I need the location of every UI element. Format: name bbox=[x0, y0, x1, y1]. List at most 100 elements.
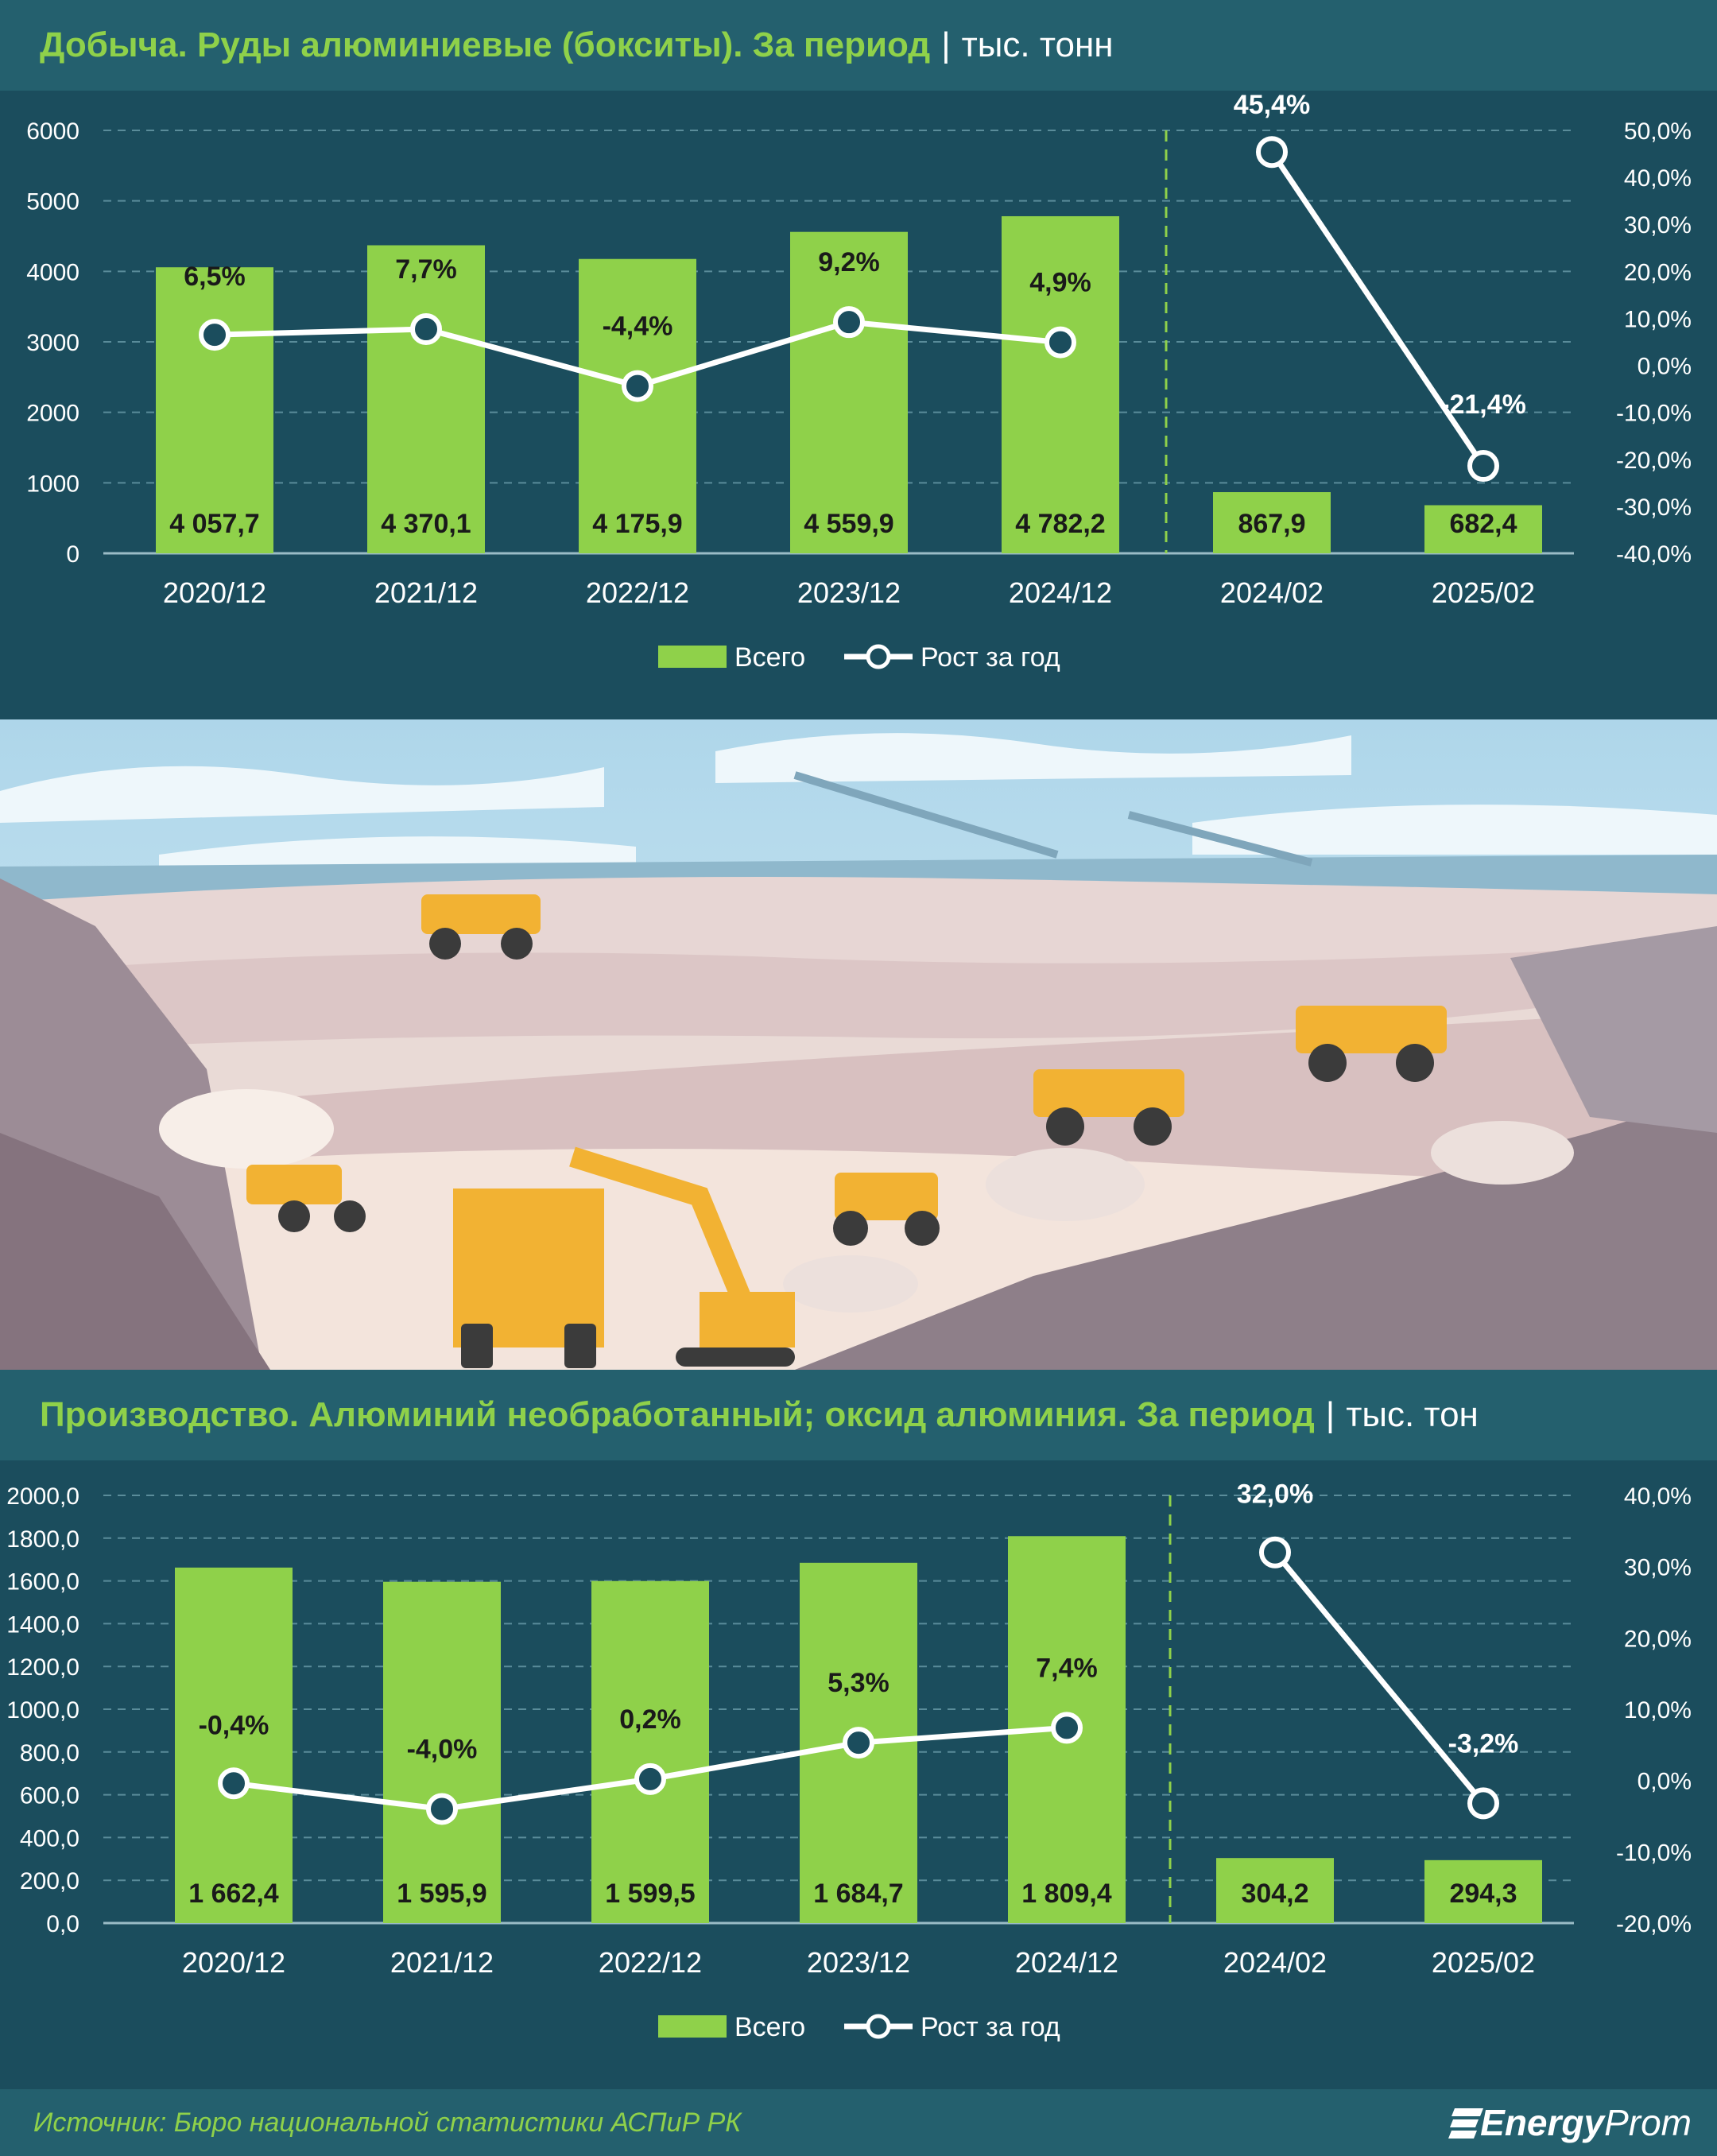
growth-point bbox=[1045, 326, 1076, 359]
left-axis-tick-label: 1000,0 bbox=[6, 1697, 79, 1724]
right-axis-tick-label: 40,0% bbox=[1624, 1483, 1692, 1510]
left-axis-tick-label: 2000,0 bbox=[6, 1483, 79, 1510]
left-axis-tick-label: 4000 bbox=[26, 259, 79, 285]
bar bbox=[1216, 1858, 1334, 1923]
right-axis-tick-label: 40,0% bbox=[1624, 165, 1692, 192]
bar bbox=[383, 1581, 501, 1923]
bar-value-label: 1 599,5 bbox=[605, 1879, 695, 1909]
bar-value-label: 4 370,1 bbox=[381, 509, 471, 539]
growth-line bbox=[1273, 1550, 1486, 1805]
growth-value-label: 32,0% bbox=[1237, 1479, 1313, 1510]
bar bbox=[1424, 505, 1542, 553]
category-label: 2025/02 bbox=[1432, 576, 1535, 609]
growth-point bbox=[634, 1762, 666, 1795]
growth-value-label: 5,3% bbox=[827, 1668, 890, 1698]
legend: Всего Рост за год bbox=[658, 2012, 1060, 2042]
logo-bold: Energy bbox=[1480, 2102, 1605, 2143]
growth-value-label: -3,2% bbox=[1448, 1728, 1519, 1759]
category-label: 2020/12 bbox=[182, 1946, 285, 1979]
bar-value-label: 4 175,9 bbox=[592, 509, 682, 539]
category-label: 2024/12 bbox=[1015, 1946, 1118, 1979]
growth-value-label: 6,5% bbox=[184, 262, 246, 292]
growth-point bbox=[1467, 1787, 1499, 1820]
left-axis-tick-label: 6000 bbox=[26, 118, 79, 145]
chart1-unit: тыс. тонн bbox=[961, 25, 1114, 64]
chart2-svg: 0,0 200,0 400,0 600,0 800,0 1000,0 1200,0 1400,… bbox=[6, 1479, 1692, 2042]
quarry-picture bbox=[0, 719, 1717, 1370]
growth-value-label: -4,4% bbox=[603, 312, 673, 342]
growth-point bbox=[1256, 136, 1288, 169]
category-label: 2023/12 bbox=[807, 1946, 910, 1979]
growth-value-label: 0,2% bbox=[619, 1704, 681, 1735]
right-axis-tick-label: 10,0% bbox=[1624, 1697, 1692, 1724]
left-axis-tick-label: 1600,0 bbox=[6, 1569, 79, 1596]
growth-value-label: 45,4% bbox=[1234, 91, 1310, 120]
right-axis-tick-label: 30,0% bbox=[1624, 1555, 1692, 1581]
bar-value-label: 4 559,9 bbox=[804, 509, 893, 539]
category-label: 2025/02 bbox=[1432, 1946, 1535, 1979]
legend-marker-swatch bbox=[866, 644, 891, 669]
growth-value-label: 4,9% bbox=[1029, 268, 1091, 298]
right-axis-tick-label: 0,0% bbox=[1638, 354, 1692, 380]
left-axis-tick-label: 1200,0 bbox=[6, 1654, 79, 1681]
energyprom-logo-icon bbox=[1448, 2108, 1483, 2139]
growth-point bbox=[843, 1727, 874, 1759]
bar bbox=[1213, 492, 1331, 553]
right-axis-tick-label: 20,0% bbox=[1624, 259, 1692, 285]
bar bbox=[1002, 215, 1119, 553]
category-label: 2020/12 bbox=[163, 576, 266, 609]
source-note: Источник: Бюро национальной статистики А… bbox=[33, 2108, 742, 2138]
bar-value-label: 304,2 bbox=[1241, 1879, 1308, 1909]
chart2-title-band: Производство. Алюминий необработанный; о… bbox=[0, 1370, 1717, 1460]
growth-value-label: 7,7% bbox=[395, 254, 457, 285]
category-label: 2023/12 bbox=[797, 576, 901, 609]
title-separator: | bbox=[1325, 1395, 1335, 1434]
bar-value-label: 1 684,7 bbox=[813, 1879, 903, 1909]
growth-value-label: 7,4% bbox=[1036, 1653, 1098, 1683]
right-axis-tick-label: -20,0% bbox=[1616, 1911, 1692, 1937]
growth-point bbox=[1051, 1712, 1083, 1744]
bar bbox=[1424, 1859, 1542, 1923]
bar-value-label: 294,3 bbox=[1449, 1879, 1517, 1909]
right-axis-tick-label: 0,0% bbox=[1638, 1769, 1692, 1795]
left-axis-tick-label: 1000 bbox=[26, 471, 79, 497]
footer: Источник: Бюро национальной статистики А… bbox=[0, 2089, 1717, 2156]
left-axis-tick-label: 1800,0 bbox=[6, 1526, 79, 1553]
bar bbox=[175, 1567, 293, 1923]
chart1-panel: 0 1000 2000 3000 4000 5000 6000 -40,0% -30,0% -20… bbox=[0, 91, 1717, 719]
chart1-title: Добыча. Руды алюминиевые (бокситы). За п… bbox=[40, 25, 931, 64]
chart2-unit: тыс. тон bbox=[1346, 1395, 1479, 1434]
growth-value-label: -21,4% bbox=[1440, 390, 1526, 420]
bar-value-label: 1 595,9 bbox=[397, 1879, 486, 1909]
left-axis-tick-label: 1400,0 bbox=[6, 1611, 79, 1638]
right-axis-tick-label: -30,0% bbox=[1616, 494, 1692, 521]
category-label: 2024/02 bbox=[1220, 576, 1324, 609]
left-axis-tick-label: 0,0 bbox=[46, 1911, 79, 1937]
energyprom-logo: EnergyProm bbox=[1480, 2089, 1692, 2156]
category-label: 2022/12 bbox=[599, 1946, 702, 1979]
chart1-title-band: Добыча. Руды алюминиевые (бокситы). За п… bbox=[0, 0, 1717, 91]
chart2-title: Производство. Алюминий необработанный; о… bbox=[40, 1395, 1315, 1434]
category-label: 2021/12 bbox=[374, 576, 478, 609]
growth-value-label: -4,0% bbox=[407, 1735, 478, 1765]
right-axis-tick-label: 20,0% bbox=[1624, 1626, 1692, 1652]
growth-value-label: -0,4% bbox=[199, 1710, 269, 1740]
growth-point bbox=[218, 1767, 250, 1800]
left-axis-tick-label: 0 bbox=[66, 541, 79, 568]
logo-light: Prom bbox=[1604, 2102, 1692, 2143]
growth-point bbox=[622, 370, 653, 402]
right-axis-tick-label: -40,0% bbox=[1616, 541, 1692, 568]
bar bbox=[579, 258, 696, 553]
left-axis-tick-label: 200,0 bbox=[20, 1868, 79, 1894]
category-label: 2024/02 bbox=[1223, 1946, 1327, 1979]
bar-value-label: 867,9 bbox=[1238, 509, 1305, 539]
category-label: 2021/12 bbox=[390, 1946, 494, 1979]
left-axis-tick-label: 2000 bbox=[26, 401, 79, 427]
growth-point bbox=[833, 306, 865, 339]
growth-point bbox=[1467, 450, 1499, 483]
legend-bar-swatch bbox=[658, 2015, 727, 2038]
bar bbox=[367, 245, 485, 553]
bar-value-label: 1 662,4 bbox=[188, 1879, 279, 1909]
category-label: 2024/12 bbox=[1009, 576, 1112, 609]
